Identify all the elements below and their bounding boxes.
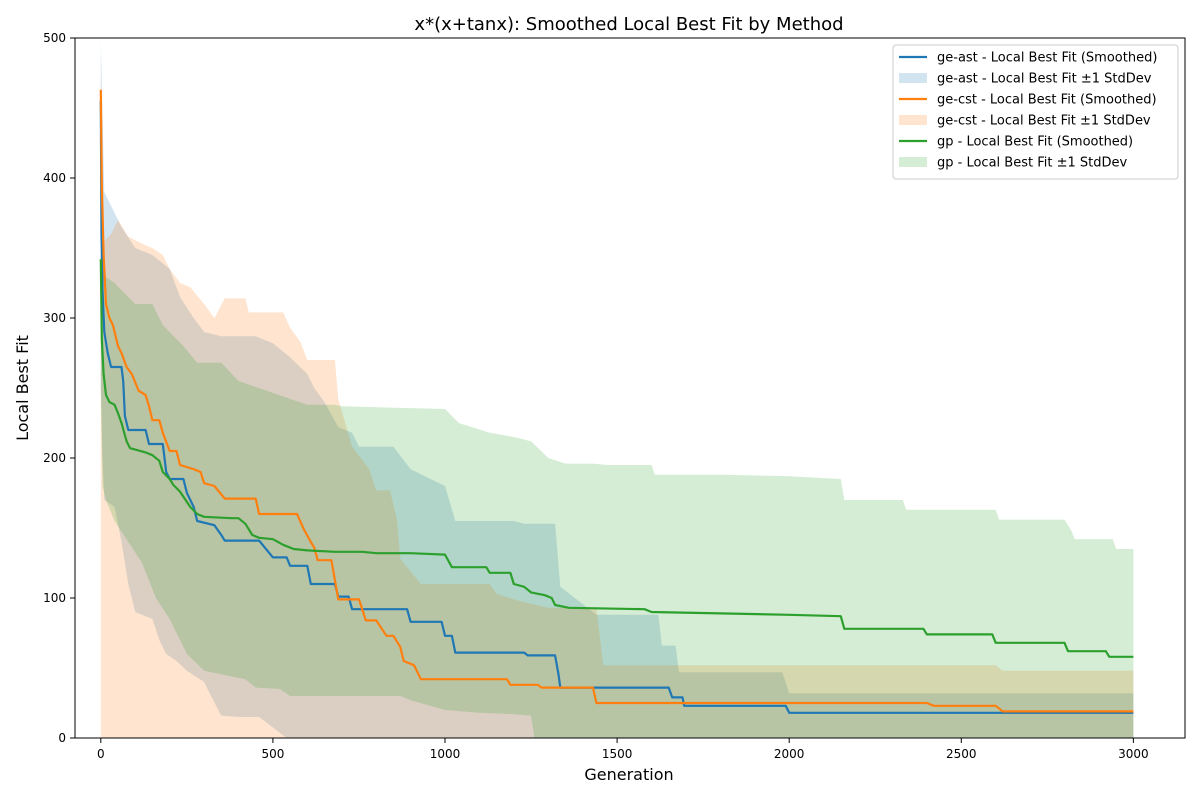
ge-ast-line-legend-label: ge-ast - Local Best Fit (Smoothed) — [937, 51, 1157, 66]
x-axis: 0 500 1000 1500 2000 2500 3000 — [97, 738, 1149, 761]
ge-ast-smoothed-line — [99, 100, 1134, 714]
y-tick-label: 400 — [43, 171, 66, 185]
ge-ast-band-legend-label: ge-ast - Local Best Fit ±1 StdDev — [937, 72, 1152, 87]
y-axis: 0 100 200 300 400 500 — [43, 31, 75, 745]
ge-cst-line-legend-label: ge-cst - Local Best Fit (Smoothed) — [937, 93, 1157, 108]
gp-line-legend-label: gp - Local Best Fit (Smoothed) — [937, 135, 1133, 150]
gp-band-legend-swatch — [899, 157, 927, 167]
x-tick-label: 1500 — [602, 747, 633, 761]
y-tick-label: 500 — [43, 31, 66, 45]
chart-title: x*(x+tanx): Smoothed Local Best Fit by M… — [414, 14, 843, 35]
gp-smoothed-line — [99, 259, 1134, 658]
gp-band-legend-label: gp - Local Best Fit ±1 StdDev — [937, 156, 1127, 171]
x-tick-label: 3000 — [1118, 747, 1149, 761]
ge-cst-band-legend-swatch — [899, 115, 927, 125]
y-tick-label: 100 — [43, 591, 66, 605]
x-tick-label: 1000 — [430, 747, 461, 761]
ge-cst-smoothed-line — [99, 89, 1134, 713]
x-tick-label: 2000 — [774, 747, 805, 761]
ge-ast-band-legend-swatch — [899, 73, 927, 83]
ge-ast-std-band — [100, 38, 1134, 738]
y-tick-label: 200 — [43, 451, 66, 465]
y-tick-label: 300 — [43, 311, 66, 325]
plot-frame — [74, 37, 1186, 739]
x-tick-label: 500 — [261, 747, 284, 761]
legend: ge-ast - Local Best Fit (Smoothed) ge-ast… — [892, 44, 1179, 180]
std-dev-bands — [100, 38, 1134, 738]
x-tick-label: 2500 — [946, 747, 977, 761]
gp-std-band — [100, 255, 1134, 738]
ge-cst-std-band — [100, 73, 1134, 738]
smoothed-lines — [99, 89, 1134, 714]
x-axis-label: Generation — [584, 765, 673, 784]
x-tick-label: 0 — [97, 747, 105, 761]
ge-cst-band-legend-label: ge-cst - Local Best Fit ±1 StdDev — [937, 114, 1151, 129]
legend-box — [892, 44, 1179, 180]
y-tick-label: 0 — [58, 731, 66, 745]
y-axis-label: Local Best Fit — [13, 335, 32, 441]
